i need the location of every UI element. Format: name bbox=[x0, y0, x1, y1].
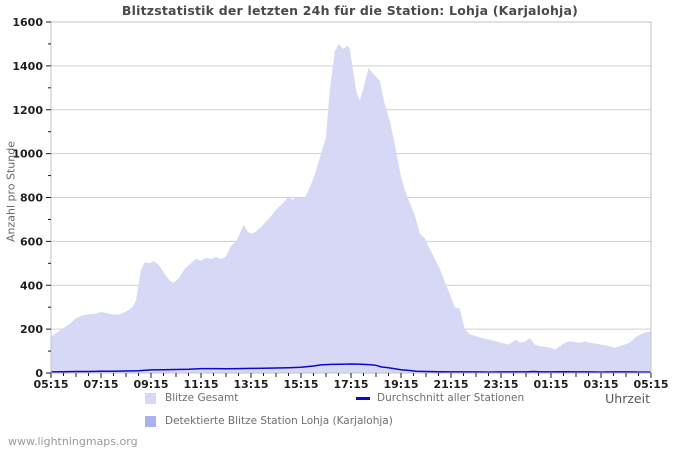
y-tick-label: 200 bbox=[20, 323, 43, 336]
x-tick-label: 13:15 bbox=[233, 378, 268, 391]
y-tick-label: 1600 bbox=[12, 16, 43, 29]
x-tick-label: 05:15 bbox=[633, 378, 668, 391]
x-tick-label: 07:15 bbox=[83, 378, 118, 391]
area-series-blitze-gesamt bbox=[51, 43, 651, 374]
x-tick-label: 23:15 bbox=[483, 378, 518, 391]
x-tick-label: 05:15 bbox=[33, 378, 68, 391]
legend-swatch-blitze-gesamt bbox=[145, 393, 156, 404]
line-series-durchschnitt-aller-stationen bbox=[50, 363, 651, 373]
y-tick-label: 400 bbox=[20, 279, 43, 292]
y-axis-title: Anzahl pro Stunde bbox=[4, 141, 18, 243]
legend-swatch-durchschnitt-line bbox=[356, 397, 370, 400]
y-tick-label: 1400 bbox=[12, 60, 43, 73]
axis-tick-labels: 05:15 07:15 09:15 11:15 13:15 15:15 17:15 19:15… bbox=[12, 16, 668, 391]
y-tick-label: 600 bbox=[20, 235, 43, 248]
x-tick-label: 15:15 bbox=[283, 378, 318, 391]
y-tick-label: 1000 bbox=[12, 148, 43, 161]
y-tick-label: 800 bbox=[20, 192, 43, 205]
series-layer bbox=[50, 43, 651, 374]
legend-label-detektierte-blitze: Detektierte Blitze Station Lohja (Karjal… bbox=[165, 415, 393, 427]
x-tick-label: 17:15 bbox=[333, 378, 368, 391]
y-tick-label: 0 bbox=[35, 367, 43, 380]
x-tick-label: 09:15 bbox=[133, 378, 168, 391]
legend-label-durchschnitt: Durchschnitt aller Stationen bbox=[377, 392, 525, 404]
watermark: www.lightningmaps.org bbox=[8, 435, 138, 448]
axis-ticks bbox=[46, 21, 652, 378]
x-tick-label: 03:15 bbox=[583, 378, 618, 391]
x-tick-label: 19:15 bbox=[383, 378, 418, 391]
chart-title: Blitzstatistik der letzten 24h für die S… bbox=[121, 3, 579, 18]
legend-swatch-detektierte-blitze bbox=[145, 416, 156, 427]
legend-label-blitze-gesamt: Blitze Gesamt bbox=[165, 392, 239, 404]
x-tick-label: 11:15 bbox=[183, 378, 218, 391]
y-tick-label: 1200 bbox=[12, 104, 43, 117]
x-tick-label: 01:15 bbox=[533, 378, 568, 391]
x-tick-label: 21:15 bbox=[433, 378, 468, 391]
x-axis-title: Uhrzeit bbox=[605, 391, 650, 406]
